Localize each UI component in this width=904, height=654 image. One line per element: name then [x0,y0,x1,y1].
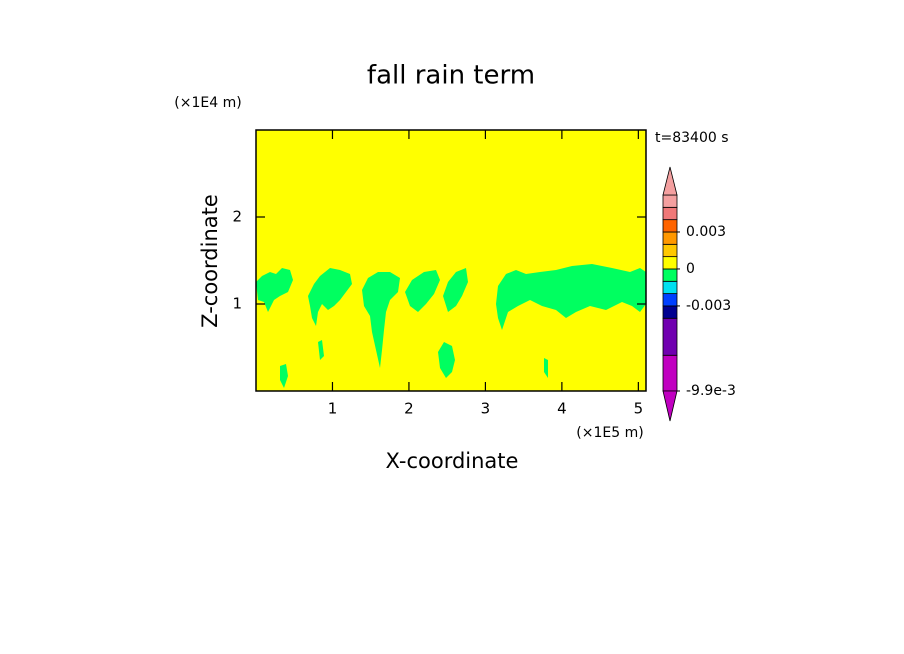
x-axis-label: X-coordinate [386,449,519,473]
colorbar-box [662,194,678,208]
colorbar-box [662,354,678,392]
y-tick-label: 2 [232,208,242,226]
colorbar-box [662,219,678,233]
y-axis-label: Z-coordinate [198,194,222,328]
colorbar-over [662,166,678,196]
colorbar-tick-label: -9.9e-3 [686,383,736,399]
x-tick-label: 5 [634,400,644,418]
x-unit: (×1E5 m) [576,425,643,441]
x-tick-label: 2 [404,400,414,418]
y-unit: (×1E4 m) [174,95,241,111]
rain-region [405,270,440,312]
rain-region [280,364,288,388]
time-label: t=83400 s [655,130,729,146]
colorbar-tick-label: 0 [686,261,695,277]
colorbar-box [662,231,678,245]
colorbar-tick-label: -0.003 [686,298,731,314]
x-tick-label: 3 [481,400,491,418]
y-tick-label: 1 [232,295,242,313]
colorbar-box [662,305,678,319]
rain-region [496,264,646,330]
colorbar-box [662,317,678,356]
colorbar-box [662,243,678,258]
rain-region [438,342,455,378]
colorbar-box [662,293,678,307]
rain-region [256,268,293,312]
colorbar-tick-label: 0.003 [686,224,726,240]
colorbar-under [662,390,678,422]
rain-region [318,340,324,360]
chart-title: fall rain term [367,61,535,91]
rain-region [362,272,400,368]
colorbar-box [662,206,678,221]
x-tick-label: 1 [328,400,338,418]
rain-region [443,268,468,312]
x-tick-label: 4 [557,400,567,418]
colorbar-box [662,280,678,295]
rain-region [544,358,548,378]
rain-regions [256,264,646,388]
plot-frame [255,129,647,392]
colorbar-box [662,268,678,282]
colorbar-box [662,256,678,270]
rain-region [308,268,352,326]
